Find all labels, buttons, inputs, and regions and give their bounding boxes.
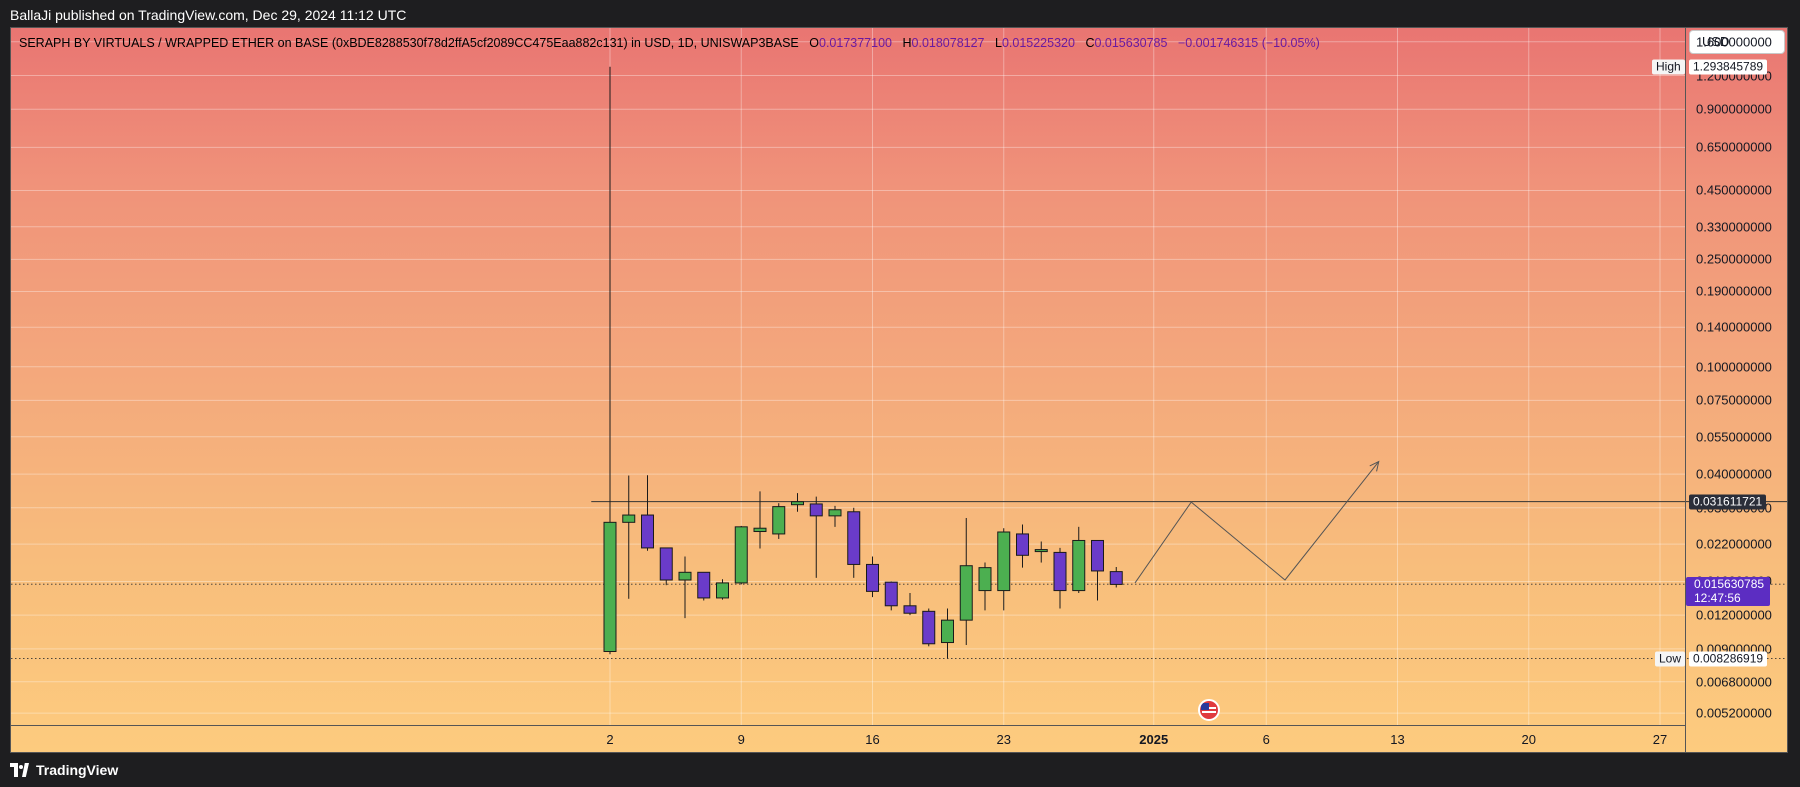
- price-scale[interactable]: 1.600000000 1.200000000 0.900000000 0.65000…: [1685, 28, 1787, 752]
- price-tick-label: 1.600000000: [1696, 34, 1772, 50]
- price-tick-label: 0.450000000: [1696, 182, 1772, 198]
- high-marker-label: High: [1652, 59, 1685, 75]
- candle-down: [697, 571, 711, 599]
- high-label: H: [902, 36, 912, 50]
- time-tick-label: 2: [606, 732, 614, 747]
- price-tick-label: 0.040000000: [1696, 466, 1772, 482]
- price-tick-label: 0.650000000: [1696, 139, 1772, 155]
- price-tick-label: 0.075000000: [1696, 392, 1772, 408]
- time-tick-label: 6: [1262, 732, 1270, 747]
- time-tick-label: 23: [996, 732, 1011, 747]
- candle-up: [603, 521, 617, 653]
- candle-down: [847, 511, 861, 565]
- candle-up: [1034, 549, 1048, 553]
- close-label: C: [1085, 36, 1095, 50]
- low-marker-label: Low: [1655, 651, 1686, 667]
- candle-up: [791, 501, 804, 506]
- change-value: −0.001746315 (−10.05%): [1177, 36, 1320, 50]
- candle-up: [734, 526, 748, 584]
- candle-up: [753, 527, 767, 533]
- low-label: L: [995, 36, 1002, 50]
- publish-header: BallaJi published on TradingView.com, De…: [0, 0, 1800, 28]
- price-tick-label: 0.250000000: [1696, 251, 1772, 267]
- projection-path: [1134, 461, 1380, 584]
- price-tick-label: 0.140000000: [1696, 319, 1772, 335]
- symbol-legend: SERAPH BY VIRTUALS / WRAPPED ETHER on BA…: [19, 36, 1320, 50]
- open-label: O: [809, 36, 819, 50]
- candle-up: [997, 531, 1011, 592]
- candle-up: [941, 619, 954, 644]
- brand-name: TradingView: [36, 762, 119, 778]
- candle-down: [1053, 551, 1067, 592]
- candle-up: [678, 571, 692, 581]
- time-tick-label: 9: [737, 732, 745, 747]
- candle-down: [1109, 571, 1123, 585]
- candle-up: [622, 514, 636, 523]
- price-tick-label: 0.022000000: [1696, 536, 1772, 552]
- close-value: 0.015630785: [1094, 36, 1168, 50]
- price-tick-label: 0.190000000: [1696, 283, 1772, 299]
- candle-up: [959, 565, 973, 621]
- projection-arrowhead: [1369, 460, 1380, 472]
- candle-down: [884, 581, 898, 607]
- high-price-badge: 1.293845789: [1689, 59, 1768, 75]
- time-tick-label: 20: [1521, 732, 1536, 747]
- candle-down: [922, 610, 936, 645]
- candle-up: [1072, 539, 1086, 592]
- currency-selector[interactable]: USD: [1689, 30, 1785, 54]
- candle-down: [1016, 533, 1029, 556]
- candle-down: [641, 514, 654, 549]
- candle-down: [659, 547, 673, 581]
- candle-up: [772, 506, 786, 535]
- price-tick-label: 0.006800000: [1696, 674, 1772, 690]
- bar-countdown: 12:47:56: [1694, 591, 1741, 606]
- candle-up: [978, 567, 992, 592]
- high-value: 0.018078127: [911, 36, 985, 50]
- symbol-title: SERAPH BY VIRTUALS / WRAPPED ETHER on BA…: [19, 36, 799, 50]
- candle-down: [903, 605, 917, 614]
- time-tick-label: 13: [1390, 732, 1405, 747]
- price-tick-label: 0.900000000: [1696, 101, 1772, 117]
- tradingview-mark-icon: [10, 763, 30, 777]
- price-tick-label: 0.330000000: [1696, 219, 1772, 235]
- price-tick-label: 0.055000000: [1696, 429, 1772, 445]
- low-price-badge: 0.008286919: [1689, 651, 1768, 667]
- low-value: 0.015225320: [1001, 36, 1075, 50]
- candle-down: [1091, 539, 1104, 572]
- publish-line: BallaJi published on TradingView.com, De…: [10, 7, 407, 23]
- footer-bar: TradingView: [0, 753, 1800, 787]
- candle-down: [809, 503, 823, 517]
- price-tick-label: 0.012000000: [1696, 607, 1772, 623]
- price-tick-label: 0.005200000: [1696, 705, 1772, 721]
- last-price-value: 0.015630785: [1694, 577, 1765, 592]
- last-price-badge: 0.015630785 12:47:56: [1686, 577, 1771, 607]
- us-flag-icon[interactable]: [1198, 699, 1220, 721]
- price-tick-label: 0.100000000: [1696, 359, 1772, 375]
- tradingview-logo[interactable]: TradingView: [10, 762, 118, 778]
- open-value: 0.017377100: [819, 36, 892, 50]
- chart-canvas[interactable]: [11, 28, 1788, 753]
- time-tick-label: 16: [865, 732, 880, 747]
- time-tick-label: 2025: [1139, 732, 1169, 747]
- level-price-badge: 0.031611721: [1689, 494, 1767, 510]
- time-tick-label: 27: [1652, 732, 1668, 747]
- candle-up: [716, 582, 729, 599]
- chart-frame[interactable]: SERAPH BY VIRTUALS / WRAPPED ETHER on BA…: [10, 27, 1788, 753]
- candle-down: [866, 563, 879, 592]
- time-axis[interactable]: 2 9 16 23 2025 6 13 20 27: [11, 725, 1685, 752]
- candle-up: [828, 509, 842, 517]
